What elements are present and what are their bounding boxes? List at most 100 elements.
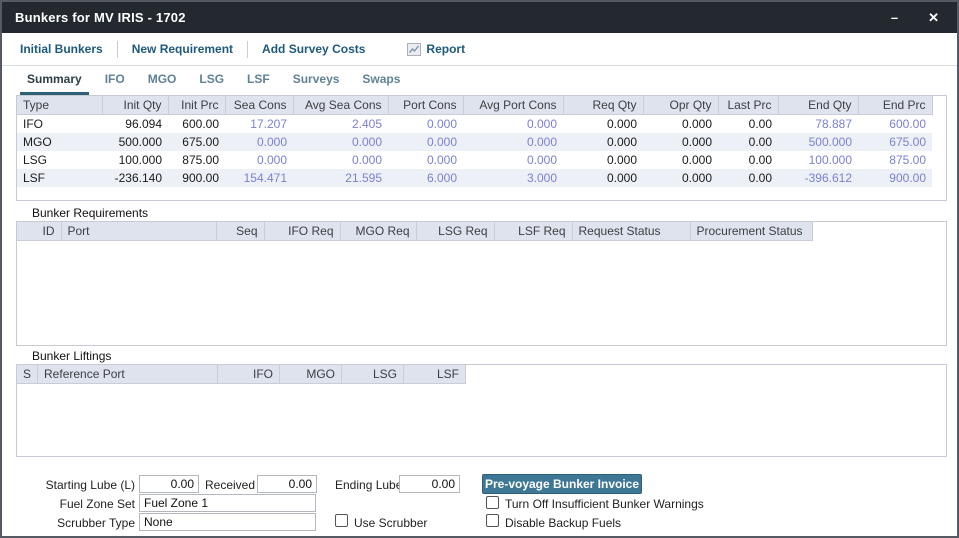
column-header[interactable]: End Qty	[778, 96, 859, 115]
cell: 3.000	[526, 171, 557, 185]
column-header[interactable]: Seq	[216, 222, 265, 241]
report-link[interactable]: Report	[407, 42, 465, 56]
column-header[interactable]: MGO	[279, 365, 343, 384]
minimize-icon[interactable]: –	[890, 10, 899, 25]
column-header[interactable]: IFO Req	[264, 222, 341, 241]
tab-summary[interactable]: Summary	[20, 72, 89, 95]
table-row[interactable]: LSG 100.000 875.00 0.000 0.000 0.000 0.000 0.00…	[17, 151, 932, 169]
tab-surveys[interactable]: Surveys	[292, 72, 340, 86]
toolbar-initial-bunkers[interactable]: Initial Bunkers	[20, 42, 103, 56]
bunker-requirements-table: ID Port Seq IFO Req MGO Req LSG Req LSF Req Req…	[17, 222, 813, 241]
disable-backup-fuels-checkbox[interactable]	[486, 514, 499, 527]
toolbar-add-survey-costs[interactable]: Add Survey Costs	[262, 42, 366, 56]
column-header[interactable]: S	[17, 365, 39, 384]
bunker-requirements-label: Bunker Requirements	[32, 206, 149, 220]
cell: 900.00	[889, 171, 926, 185]
column-header[interactable]: Avg Sea Cons	[293, 96, 389, 115]
cell: 0.00	[748, 135, 772, 149]
received-input[interactable]	[257, 475, 317, 493]
column-header[interactable]: Type	[17, 96, 103, 115]
column-header[interactable]: Req Qty	[563, 96, 644, 115]
table-row[interactable]: LSF -236.140 900.00 154.471 21.595 6.000 3.000…	[17, 169, 932, 187]
cell: 100.000	[118, 153, 162, 167]
cell: 0.000	[426, 117, 457, 131]
column-header[interactable]: LSF Req	[494, 222, 573, 241]
title-bar: Bunkers for MV IRIS - 1702 – ✕	[2, 2, 957, 33]
column-header[interactable]: Opr Qty	[643, 96, 719, 115]
turn-off-warnings-checkbox[interactable]	[486, 496, 499, 509]
fuel-zone-set-input[interactable]	[139, 494, 316, 512]
column-header[interactable]: MGO Req	[340, 222, 417, 241]
cell: 96.094	[125, 117, 162, 131]
column-header[interactable]: Request Status	[572, 222, 691, 241]
column-header[interactable]: Init Prc	[168, 96, 226, 115]
fuel-zone-set-label: Fuel Zone Set	[59, 497, 135, 511]
cell: 500.000	[808, 135, 852, 149]
table-row[interactable]: IFO 96.094 600.00 17.207 2.405 0.000 0.000 0.00…	[17, 115, 932, 134]
cell: 0.000	[606, 135, 637, 149]
use-scrubber-checkbox[interactable]	[335, 514, 348, 527]
cell: 78.887	[815, 117, 852, 131]
cell: 900.00	[182, 171, 219, 185]
cell: 0.000	[426, 135, 457, 149]
column-header[interactable]: Port Cons	[388, 96, 464, 115]
column-header[interactable]: ID	[17, 222, 62, 241]
cell: 0.000	[256, 153, 287, 167]
cell: -236.140	[114, 171, 162, 185]
cell: 0.000	[681, 153, 712, 167]
cell: 0.000	[681, 117, 712, 131]
column-header[interactable]: LSG Req	[416, 222, 495, 241]
line-chart-icon	[407, 42, 422, 56]
cell: 17.207	[250, 117, 287, 131]
starting-lube-input[interactable]	[139, 475, 199, 493]
column-header[interactable]: LSF	[403, 365, 467, 384]
column-header[interactable]: Avg Port Cons	[463, 96, 564, 115]
ending-lube-input[interactable]	[399, 475, 460, 493]
cell: 0.000	[606, 117, 637, 131]
column-header[interactable]: Procurement Status	[690, 222, 813, 241]
close-icon[interactable]: ✕	[928, 10, 939, 25]
cell: 154.471	[243, 171, 287, 185]
cell: IFO	[23, 117, 43, 131]
scrubber-type-input[interactable]	[139, 513, 316, 531]
toolbar-new-requirement[interactable]: New Requirement	[131, 42, 234, 56]
toolbar-separator	[116, 40, 118, 58]
pre-voyage-bunker-invoice-button[interactable]: Pre-voyage Bunker Invoice	[482, 474, 642, 494]
cell: 0.000	[681, 135, 712, 149]
tab-lsg[interactable]: LSG	[199, 72, 225, 86]
bunker-liftings-table: S Reference Port IFO MGO LSG LSF	[17, 365, 467, 384]
cell: 0.000	[526, 153, 557, 167]
cell: LSF	[23, 171, 46, 185]
cell: 600.00	[182, 117, 219, 131]
tab-bar: Summary IFO MGO LSG LSF Surveys Swaps	[20, 68, 416, 95]
window-controls: – ✕	[891, 11, 939, 24]
column-header[interactable]: Init Qty	[102, 96, 169, 115]
tab-swaps[interactable]: Swaps	[362, 72, 401, 86]
ending-lube-label: Ending Lube	[335, 478, 403, 492]
column-header[interactable]: IFO	[217, 365, 281, 384]
summary-table: Type Init Qty Init Prc Sea Cons Avg Sea Cons…	[17, 96, 933, 187]
header-row: S Reference Port IFO MGO LSG LSF	[17, 365, 467, 384]
cell: 600.00	[889, 117, 926, 131]
tab-mgo[interactable]: MGO	[147, 72, 177, 86]
tab-ifo[interactable]: IFO	[104, 72, 125, 86]
tab-lsf[interactable]: LSF	[247, 72, 270, 86]
cell: 0.000	[681, 171, 712, 185]
cell: LSG	[23, 153, 48, 167]
column-header[interactable]: LSG	[341, 365, 405, 384]
column-header[interactable]: Reference Port	[37, 365, 219, 384]
column-header[interactable]: Sea Cons	[225, 96, 294, 115]
window-title: Bunkers for MV IRIS - 1702	[15, 10, 186, 25]
table-row[interactable]: MGO 500.000 675.00 0.000 0.000 0.000 0.000 0.00…	[17, 133, 932, 151]
summary-table-panel: Type Init Qty Init Prc Sea Cons Avg Sea Cons…	[16, 95, 947, 201]
column-header[interactable]: Last Prc	[718, 96, 779, 115]
cell: 0.00	[748, 171, 772, 185]
turn-off-warnings-label: Turn Off Insufficient Bunker Warnings	[505, 497, 704, 511]
cell: 0.00	[748, 153, 772, 167]
disable-backup-fuels-label: Disable Backup Fuels	[505, 516, 622, 530]
column-header[interactable]: End Prc	[858, 96, 933, 115]
cell: 0.000	[606, 153, 637, 167]
column-header[interactable]: Port	[61, 222, 217, 241]
cell: 500.000	[118, 135, 162, 149]
bunker-liftings-label: Bunker Liftings	[32, 349, 112, 363]
